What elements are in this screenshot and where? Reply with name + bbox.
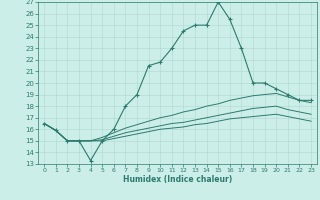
X-axis label: Humidex (Indice chaleur): Humidex (Indice chaleur)	[123, 175, 232, 184]
